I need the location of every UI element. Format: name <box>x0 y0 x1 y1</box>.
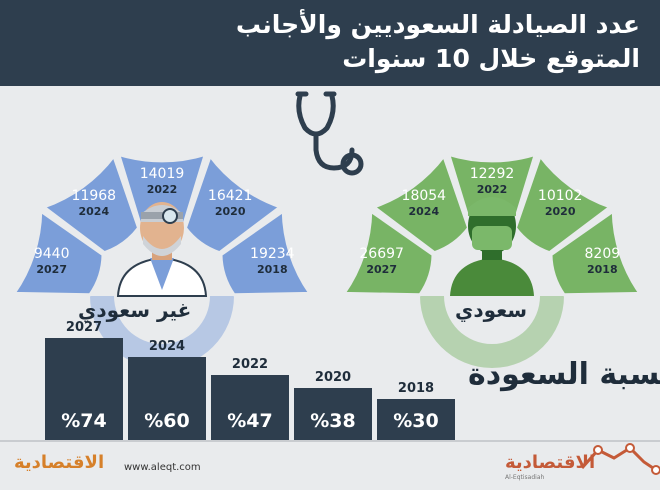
saudization-percent-label: %38 <box>310 410 356 432</box>
fan-segment-2024 <box>40 152 141 255</box>
fan-year-label: 2018 <box>257 263 288 276</box>
stethoscope-icon <box>295 91 364 176</box>
saudization-title: نسبة السعودة <box>468 357 660 392</box>
chart-trend-icon <box>580 443 660 475</box>
saudization-bar-2024 <box>128 357 206 440</box>
fan-value-label: 11968 <box>72 188 117 204</box>
fan-year-label: 2027 <box>36 263 67 276</box>
fan-segment-2024 <box>370 152 471 255</box>
site-url[interactable]: www.aleqt.com <box>124 462 201 473</box>
fan-inner-ring <box>420 296 564 368</box>
logo-right: الاقتصادية <box>505 452 596 473</box>
fan-segment-2020 <box>183 152 284 255</box>
fan-year-label: 2020 <box>215 205 246 218</box>
saudization-bar-2018 <box>377 399 455 440</box>
fan-year-label: 2027 <box>366 263 397 276</box>
fan-year-label: 2022 <box>477 183 508 196</box>
fan-value-label: 18054 <box>402 188 447 204</box>
saudization-bar-2022 <box>211 375 289 440</box>
saudization-year-label: 2022 <box>231 357 269 372</box>
saudization-percent-label: %74 <box>61 410 107 432</box>
non-saudi-label: غير سعودي <box>78 298 192 322</box>
fan-inner-ring <box>90 296 234 368</box>
header: عدد الصيادلة السعوديين والأجانب المتوقع … <box>0 0 660 86</box>
title-line-2: المتوقع خلال 10 سنوات <box>342 44 640 73</box>
fan-year-label: 2018 <box>587 263 618 276</box>
fan-segment-2027 <box>341 208 435 297</box>
logo-left: الاقتصادية <box>14 452 105 473</box>
logo-right-sub: Al-Eqtisadiah <box>505 474 545 481</box>
fan-segment-2018 <box>549 208 643 297</box>
doctor-icon <box>116 202 208 297</box>
fan-year-label: 2024 <box>409 205 440 218</box>
fan-value-label: 26697 <box>359 246 404 262</box>
saudization-year-label: 2018 <box>397 381 435 396</box>
fan-value-label: 16421 <box>208 188 253 204</box>
saudization-percent-label: %60 <box>144 410 190 432</box>
fan-value-label: 12292 <box>470 166 515 182</box>
fan-value-label: 10102 <box>538 188 583 204</box>
fan-segment-2027 <box>11 208 105 297</box>
saudization-year-label: 2020 <box>314 370 352 385</box>
surgeon-icon <box>450 197 534 296</box>
saudization-year-label: 2027 <box>65 320 103 335</box>
fan-segment-2020 <box>513 152 614 255</box>
saudization-bar-2027 <box>45 338 123 440</box>
saudi-label: سعودي <box>455 298 528 322</box>
fan-segment-2018 <box>219 208 313 297</box>
fan-year-label: 2020 <box>545 205 576 218</box>
fan-year-label: 2022 <box>147 183 178 196</box>
footer-divider <box>0 440 660 442</box>
fan-year-label: 2024 <box>79 205 110 218</box>
main-area: 9440 2027 11968 2024 14019 2022 16421 2020 19234… <box>0 86 660 490</box>
fan-value-label: 14019 <box>140 166 185 182</box>
saudization-percent-label: %47 <box>227 410 273 432</box>
fan-value-label: 8209 <box>585 246 621 262</box>
saudization-bar-2020 <box>294 388 372 440</box>
title-line-1: عدد الصيادلة السعوديين والأجانب <box>235 10 640 39</box>
fan-value-label: 19234 <box>250 246 295 262</box>
saudization-percent-label: %30 <box>393 410 439 432</box>
saudization-year-label: 2024 <box>148 339 186 354</box>
fan-value-label: 9440 <box>34 246 70 262</box>
